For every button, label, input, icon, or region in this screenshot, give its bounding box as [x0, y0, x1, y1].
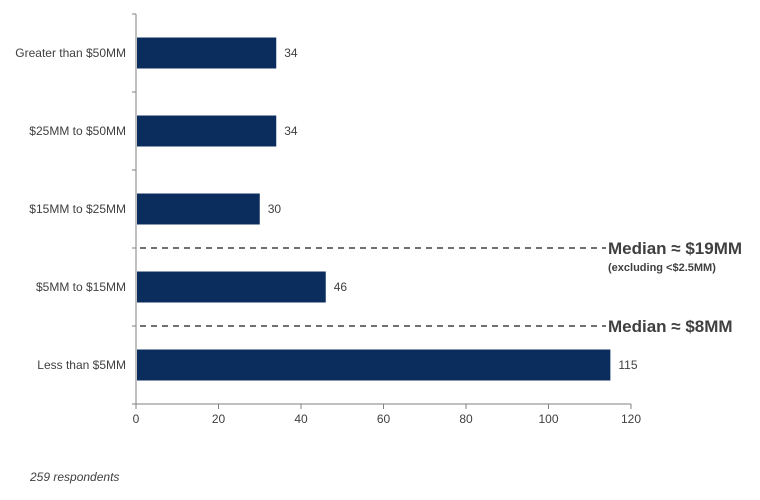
x-tick-label: 100: [538, 412, 558, 426]
bar: [137, 37, 277, 69]
x-tick-label: 80: [459, 412, 473, 426]
x-tick-label: 120: [621, 412, 641, 426]
median-label: Median ≈ $19MM: [608, 239, 742, 258]
bar: [137, 193, 260, 225]
value-label: 115: [618, 358, 637, 372]
bar: [137, 271, 326, 303]
value-label: 46: [334, 280, 348, 294]
bar: [137, 115, 277, 147]
value-label: 30: [268, 202, 282, 216]
x-tick-label: 20: [212, 412, 226, 426]
respondents-footnote: 259 respondents: [30, 470, 120, 484]
category-label: $15MM to $25MM: [29, 202, 126, 216]
value-label: 34: [284, 46, 298, 60]
x-tick-label: 40: [294, 412, 308, 426]
bar: [137, 349, 611, 381]
category-label: Greater than $50MM: [15, 46, 126, 60]
x-tick-label: 60: [377, 412, 391, 426]
category-label: $5MM to $15MM: [36, 280, 126, 294]
category-label: $25MM to $50MM: [29, 124, 126, 138]
x-tick-label: 0: [133, 412, 140, 426]
value-label: 34: [284, 124, 298, 138]
median-sublabel: (excluding <$2.5MM): [608, 262, 716, 274]
category-label: Less than $5MM: [37, 358, 126, 372]
median-label: Median ≈ $8MM: [608, 317, 733, 336]
